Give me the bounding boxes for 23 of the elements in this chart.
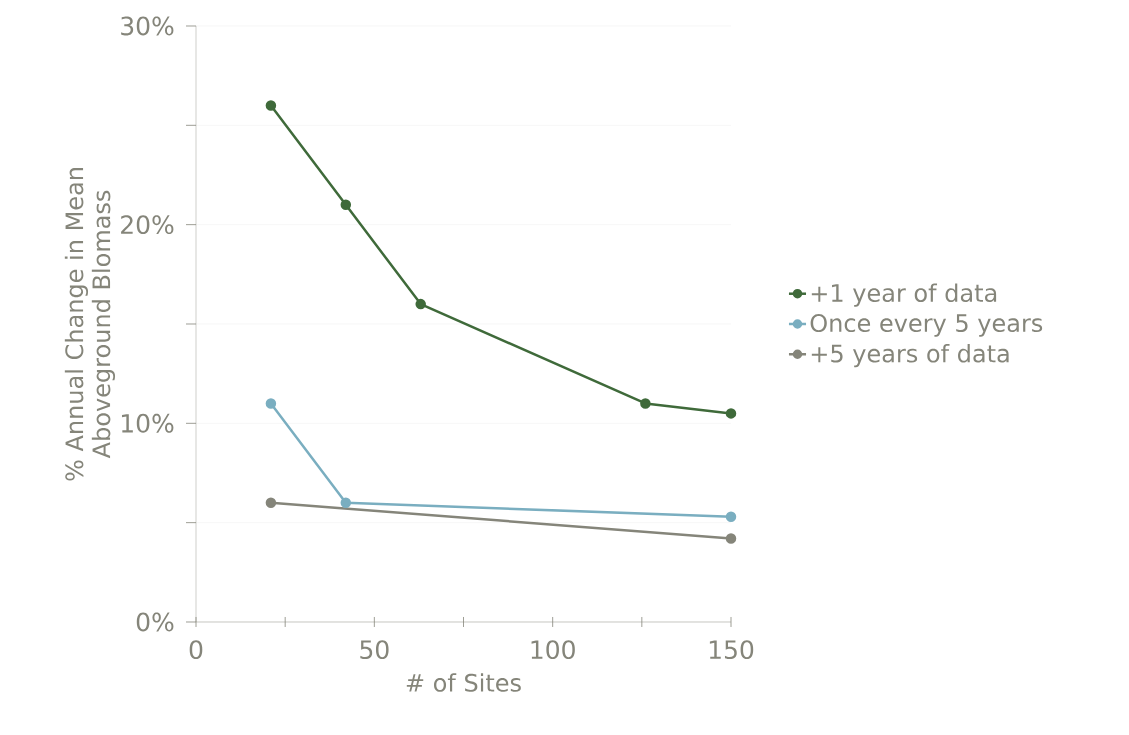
x-tick-label: 50 [360,640,389,660]
point [725,533,737,544]
y-tick-label: 10% [121,413,174,433]
y-tick-label: 30% [121,16,174,36]
y-axis-title: % Annual Change in Mean Aboveground Blomass [64,168,116,481]
y-tick-label: 20% [121,215,174,235]
point [415,298,426,310]
x-axis-title: # of Sites [406,673,521,692]
point [640,398,651,409]
legend-label: Once every 5 years [810,313,1043,337]
point [340,497,352,509]
point [265,100,277,111]
x-tick-label: 0 [189,640,203,660]
legend-label: +5 years of data [811,344,1009,368]
point [265,398,277,409]
point [265,497,277,509]
legend-label: +1 year of data [811,283,997,307]
y-tick-label: 0% [136,612,174,632]
x-tick-label: 100 [531,640,575,660]
x-tick-label: 150 [709,640,754,660]
point [725,511,737,522]
point [340,199,352,211]
point [725,408,737,419]
